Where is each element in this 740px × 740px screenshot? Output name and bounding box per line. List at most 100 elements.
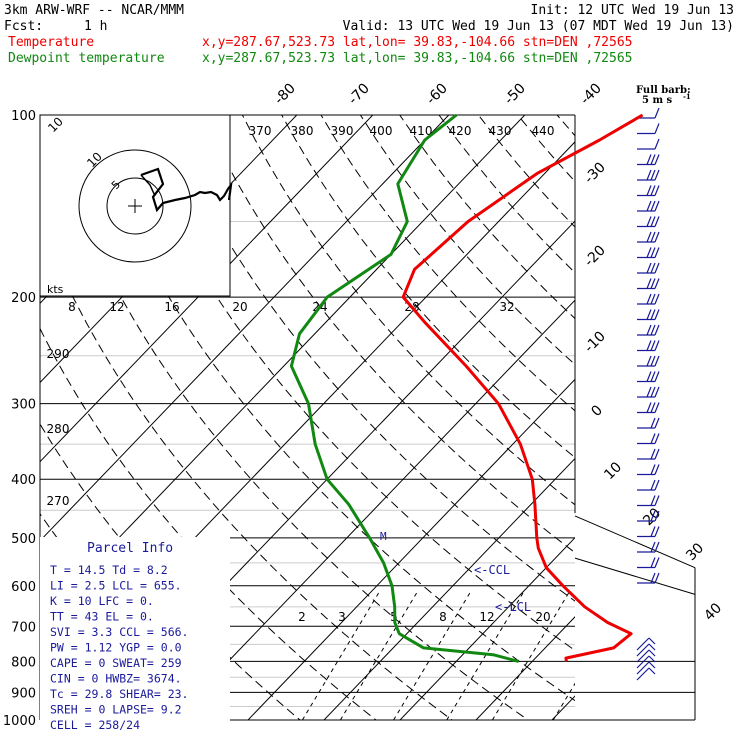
mixing-ratio-line xyxy=(491,589,571,720)
theta-label: 420 xyxy=(449,124,472,138)
mixing-ratio-line xyxy=(393,589,472,720)
wind-barb xyxy=(637,262,660,274)
ccl-marker: <-CCL xyxy=(474,563,510,577)
wind-barb xyxy=(636,649,656,663)
dry-adiabat xyxy=(596,115,740,733)
theta-label: 400 xyxy=(370,124,393,138)
parcel-info-box: Parcel Info T = 14.5 Td = 8.2 LI = 2.5 LCL… xyxy=(40,537,230,732)
mixing-ratio-label: 20 xyxy=(535,610,550,624)
profiles: <-CCL <-LCL M xyxy=(289,113,644,663)
dry-adiabat xyxy=(40,221,453,720)
pressure-tick-label: 700 xyxy=(11,620,36,635)
wind-barb xyxy=(637,495,660,507)
temperature-legend: Temperature xyxy=(8,35,94,50)
pressure-tick-label: 300 xyxy=(11,398,36,413)
mixing-ratio-line xyxy=(552,682,575,720)
parcel-info-row: CELL = 258/24 xyxy=(50,718,140,732)
pressure-tick-label: 1000 xyxy=(3,714,36,729)
forecast-label: Fcst: xyxy=(4,19,43,34)
wind-barb xyxy=(637,247,660,259)
wind-barb xyxy=(637,355,660,367)
init-time: Init: 12 UTC Wed 19 Jun 13 xyxy=(531,3,735,18)
isotherm-label: -40 xyxy=(577,80,604,107)
theta-left-label: 290 xyxy=(47,347,70,361)
temperature-location: x,y=287.67,523.73 lat,lon= 39.83,-104.66… xyxy=(202,35,632,50)
wind-barb xyxy=(637,448,660,460)
isotherm-line xyxy=(323,457,575,720)
mixing-ratio-line xyxy=(339,589,419,720)
theta-label: 410 xyxy=(410,124,433,138)
theta-left-label: 280 xyxy=(47,422,70,436)
barb-key-unit-exponent: -1 xyxy=(683,92,691,101)
wind-barb xyxy=(637,293,660,305)
wind-barb xyxy=(637,557,660,569)
pressure-tick-label: 800 xyxy=(11,655,36,670)
hodograph-trace-start xyxy=(140,174,156,197)
isotherm-label: -80 xyxy=(271,80,298,107)
theta-left-label: 270 xyxy=(47,494,70,508)
isotherm-line xyxy=(247,378,575,720)
dry-adiabat xyxy=(517,115,575,183)
parcel-info-row: SVI = 3.3 CCL = 566. xyxy=(50,625,188,639)
parcel-info-row: CIN = 0 HWBZ= 3674. xyxy=(50,672,182,686)
wind-barb xyxy=(636,661,656,675)
parcel-info-row: TT = 43 EL = 0. xyxy=(50,610,154,624)
wind-barb xyxy=(637,169,660,181)
isotherm-label: 10 xyxy=(601,459,625,483)
dry-adiabat xyxy=(714,115,740,733)
dry-adiabat xyxy=(478,115,575,228)
wind-barb xyxy=(637,386,660,398)
wind-barb xyxy=(637,371,660,383)
isotherm-line xyxy=(40,115,526,621)
speed-scale-label: 20 xyxy=(232,300,247,314)
speed-scale-label: 12 xyxy=(109,300,124,314)
wind-barb xyxy=(636,637,656,651)
mixing-ratio-label: 2 xyxy=(298,610,306,624)
speed-scale-label: 32 xyxy=(499,300,514,314)
mixing-ratio-line xyxy=(301,589,381,720)
wind-barb xyxy=(637,417,660,429)
dry-adiabat xyxy=(84,115,575,702)
isotherm-line xyxy=(399,536,575,720)
parcel-info-row: Tc = 29.8 SHEAR= 23. xyxy=(50,687,188,701)
parcel-info-row: PW = 1.12 YGP = 0.0 xyxy=(50,641,182,655)
isotherm-label: -50 xyxy=(501,80,528,107)
theta-label: 380 xyxy=(291,124,314,138)
boundary-line xyxy=(574,557,696,595)
parcel-info-row: K = 10 LFC = 0. xyxy=(50,594,154,608)
wind-barb xyxy=(637,185,660,197)
dewpoint-legend: Dewpoint temperature xyxy=(8,51,165,66)
boundary-line xyxy=(574,515,696,569)
wind-barb xyxy=(637,433,660,445)
wind-barb xyxy=(637,510,660,522)
temperature-profile xyxy=(401,113,644,662)
m-marker: M xyxy=(380,530,387,543)
wind-barb xyxy=(637,123,660,135)
wind-barb xyxy=(637,479,660,491)
wind-barb xyxy=(637,200,660,212)
theta-label: 430 xyxy=(489,124,512,138)
wind-barb xyxy=(637,340,660,352)
dry-adiabat xyxy=(675,115,740,733)
dewpoint-location: x,y=287.67,523.73 lat,lon= 39.83,-104.66… xyxy=(202,51,632,66)
wind-barb xyxy=(637,464,660,476)
dry-adiabat xyxy=(399,115,575,320)
wind-barb xyxy=(637,278,660,290)
isotherm-label: 0 xyxy=(588,402,606,420)
isotherm-line xyxy=(692,87,740,733)
isotherm-line xyxy=(40,115,374,463)
pressure-tick-label: 100 xyxy=(11,109,36,124)
speed-scale-label: 8 xyxy=(68,300,76,314)
pressure-tick-label: 600 xyxy=(11,580,36,595)
dry-adiabat xyxy=(163,115,575,602)
wind-barb xyxy=(636,655,656,669)
isotherm-line xyxy=(551,695,575,720)
isotherm-label: -20 xyxy=(581,242,608,269)
mixing-ratio-label: 8 xyxy=(439,610,447,624)
pressure-tick-label: 900 xyxy=(11,686,36,701)
hodograph-kts-label: kts xyxy=(47,283,64,296)
isotherm-line xyxy=(475,616,575,720)
dry-adiabat xyxy=(241,115,575,506)
